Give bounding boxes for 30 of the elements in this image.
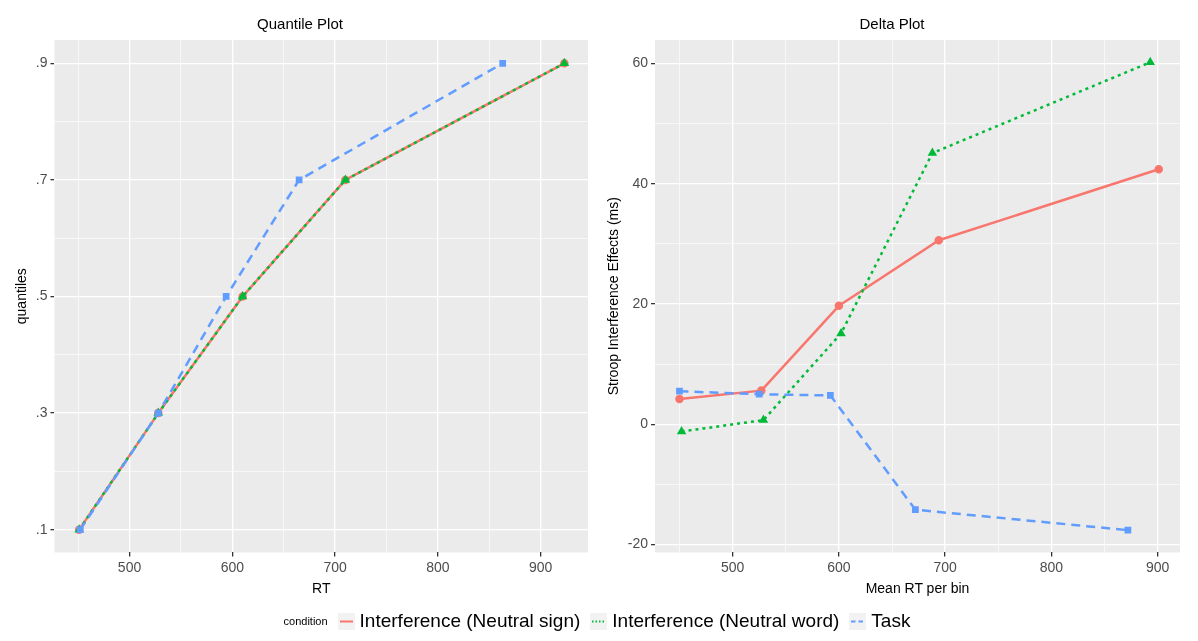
x-tick-label: 600 — [220, 558, 245, 575]
y-tick-label: .5 — [35, 287, 48, 304]
x-tick-label: 800 — [426, 558, 450, 575]
y-tick-label: .1 — [35, 520, 48, 537]
x-tick-label: 900 — [1146, 558, 1170, 575]
x-tick-label: 500 — [117, 558, 142, 575]
legend-title: condition — [283, 615, 328, 627]
x-tick-label: 700 — [323, 558, 348, 575]
y-axis-title: quantiles — [13, 268, 30, 325]
y-tick-label: -20 — [627, 535, 649, 552]
y-axis-title: Stroop Interference Effects (ms) — [605, 197, 622, 396]
y-tick-label: 40 — [632, 174, 649, 191]
x-tick-label: 900 — [529, 558, 553, 575]
legend-label: Task — [871, 610, 911, 632]
y-tick-label: 20 — [632, 294, 649, 311]
x-tick-label: 800 — [1039, 558, 1064, 575]
chart-title: Delta Plot — [859, 15, 926, 33]
legend-label: Interference (Neutral word) — [612, 610, 840, 632]
y-tick-label: 60 — [632, 54, 649, 71]
legend-label: Interference (Neutral sign) — [359, 610, 581, 632]
y-tick-label: .9 — [35, 54, 48, 71]
x-axis-title: RT — [312, 580, 331, 597]
y-tick-label: .3 — [35, 403, 48, 420]
y-tick-label: 0 — [640, 415, 649, 432]
x-tick-label: 500 — [720, 558, 745, 575]
x-axis-title: Mean RT per bin — [865, 580, 970, 597]
chart-title: Quantile Plot — [257, 15, 344, 33]
y-tick-label: .7 — [35, 170, 48, 187]
x-tick-label: 700 — [933, 558, 958, 575]
x-tick-label: 600 — [827, 558, 851, 575]
